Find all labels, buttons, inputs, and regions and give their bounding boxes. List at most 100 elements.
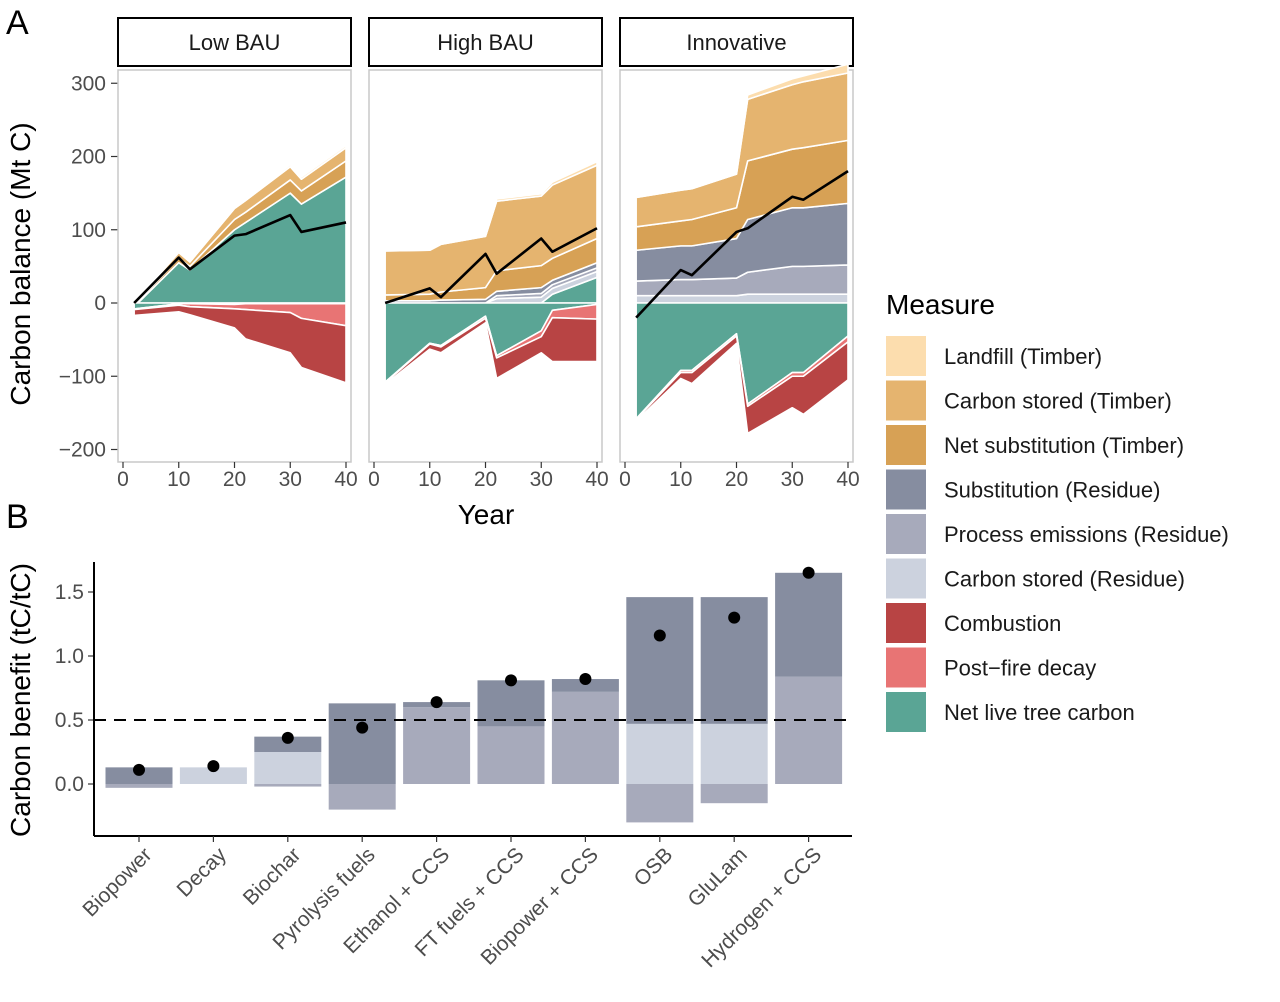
legend-swatch bbox=[886, 558, 926, 599]
facet-low-bau: Low BAU 0 10 20 30 40 bbox=[117, 17, 358, 491]
area-negative-combustion bbox=[635, 335, 849, 435]
bar-hydrogen-ccs-substitution-residue bbox=[775, 572, 843, 677]
net-point-glulam bbox=[728, 611, 741, 624]
y-tick-label: 0.0 bbox=[55, 773, 84, 796]
x-tick-label: 30 bbox=[279, 468, 302, 491]
bar-biopower-ccs-process-emissions-residue bbox=[551, 691, 619, 784]
net-point-hydrogen-ccs bbox=[802, 566, 815, 579]
legend-item-process-emissions-residue: Process emissions (Residue) bbox=[886, 514, 1229, 554]
net-point-decay bbox=[207, 760, 220, 773]
net-point-ft-fuels-ccs bbox=[505, 674, 517, 687]
net-balance-line bbox=[133, 213, 347, 304]
legend-item-net-substitution-timber: Net substitution (Timber) bbox=[886, 425, 1184, 465]
legend-item-landfill-timber: Landfill (Timber) bbox=[886, 336, 1102, 376]
x-tick-label: 40 bbox=[334, 468, 357, 491]
bar-ft-fuels-ccs-substitution-residue bbox=[477, 680, 545, 727]
x-tick-label: 0 bbox=[619, 468, 631, 491]
legend-label: Substitution (Residue) bbox=[944, 478, 1160, 503]
bar-ethanol-ccs-process-emissions-residue bbox=[403, 707, 471, 784]
area-positive-landfill-timber bbox=[133, 144, 347, 304]
legend-item-net-live-tree-carbon: Net live tree carbon bbox=[886, 692, 1135, 732]
area-positive-landfill-timber bbox=[384, 160, 598, 252]
x-tick-label: 20 bbox=[223, 468, 246, 491]
y-tick-label: 200 bbox=[71, 146, 106, 169]
net-point-pyrolysis-fuels bbox=[356, 721, 369, 734]
x-tick-label: 40 bbox=[585, 468, 608, 491]
panel-b-letter: B bbox=[6, 498, 29, 536]
bar-biochar-process-emissions-residue bbox=[254, 784, 322, 787]
legend-item-substitution-residue: Substitution (Residue) bbox=[886, 469, 1160, 510]
net-point-osb bbox=[653, 629, 666, 642]
legend-label: Landfill (Timber) bbox=[944, 344, 1102, 369]
x-tick-label: 10 bbox=[167, 468, 190, 491]
legend-swatch bbox=[886, 425, 926, 465]
legend-swatch bbox=[886, 469, 926, 510]
category-label-osb: OSB bbox=[630, 843, 678, 891]
x-tick-label: 0 bbox=[117, 468, 129, 491]
legend-item-combustion: Combustion bbox=[886, 603, 1061, 643]
category-label-decay: Decay bbox=[173, 843, 232, 902]
bar-decay-carbon-stored-residue bbox=[179, 767, 247, 784]
bar-biochar-carbon-stored-residue bbox=[254, 752, 322, 784]
legend-item-post-fire-decay: Post−fire decay bbox=[886, 647, 1096, 688]
bar-glulam-process-emissions-residue bbox=[700, 784, 768, 804]
y-tick-label: 1.0 bbox=[55, 645, 84, 668]
net-balance-line bbox=[635, 170, 849, 319]
bar-pyrolysis-fuels-process-emissions-residue bbox=[328, 784, 396, 810]
bar-osb-substitution-residue bbox=[626, 597, 694, 724]
bar-pyrolysis-fuels-substitution-residue bbox=[328, 703, 396, 784]
panel-a-letter: A bbox=[6, 4, 29, 42]
y-tick-label: −100 bbox=[59, 365, 106, 388]
x-tick-label: 10 bbox=[669, 468, 692, 491]
bar-hydrogen-ccs-process-emissions-residue bbox=[775, 676, 843, 784]
panel-a-y-ticks: 300 200 100 0 −100 −200 bbox=[59, 72, 118, 462]
category-label-biochar: Biochar bbox=[239, 843, 306, 910]
x-tick-label: 30 bbox=[530, 468, 553, 491]
facet-title: Innovative bbox=[686, 30, 786, 55]
category-label-glulam: GluLam bbox=[683, 843, 751, 911]
facet-strip bbox=[619, 17, 854, 67]
panel-a-x-axis-label: Year bbox=[458, 499, 515, 530]
legend-label: Carbon stored (Timber) bbox=[944, 389, 1172, 414]
legend-swatch bbox=[886, 692, 926, 732]
x-tick-label: 40 bbox=[836, 468, 859, 491]
legend-label: Post−fire decay bbox=[944, 656, 1096, 681]
x-tick-label: 20 bbox=[474, 468, 497, 491]
legend-label: Process emissions (Residue) bbox=[944, 522, 1229, 547]
facet-innovative: Innovative 0 10 20 30 40 bbox=[619, 17, 860, 491]
area-positive-landfill-timber bbox=[635, 63, 849, 199]
net-balance-line bbox=[384, 227, 598, 305]
y-tick-label: 0 bbox=[94, 292, 106, 315]
x-tick-label: 10 bbox=[418, 468, 441, 491]
bar-ft-fuels-ccs-process-emissions-residue bbox=[477, 726, 545, 784]
area-negative-combustion bbox=[133, 304, 347, 384]
x-tick-label: 0 bbox=[368, 468, 380, 491]
net-point-ethanol-ccs bbox=[430, 696, 443, 709]
facet-title: High BAU bbox=[437, 30, 534, 55]
legend-item-carbon-stored-residue: Carbon stored (Residue) bbox=[886, 558, 1185, 599]
panel-b-y-axis-label: Carbon benefit (tC/tC) bbox=[5, 563, 36, 837]
legend-swatch bbox=[886, 647, 926, 688]
facet-high-bau: High BAU 0 10 20 30 40 bbox=[368, 17, 609, 491]
bar-biopower-ccs-substitution-residue bbox=[551, 679, 619, 692]
bar-osb-process-emissions-residue bbox=[626, 784, 694, 823]
bar-biopower-process-emissions-residue bbox=[105, 784, 173, 788]
facet-strip bbox=[117, 17, 352, 67]
panel-a-y-axis-label: Carbon balance (Mt C) bbox=[5, 122, 36, 405]
area-negative-combustion bbox=[384, 316, 598, 386]
legend-title: Measure bbox=[886, 289, 995, 320]
y-tick-label: 300 bbox=[71, 72, 106, 95]
bar-glulam-carbon-stored-residue bbox=[700, 723, 768, 784]
legend-swatch bbox=[886, 514, 926, 554]
category-label-biopower: Biopower bbox=[78, 843, 156, 921]
y-tick-label: 1.5 bbox=[55, 581, 84, 604]
x-tick-label: 30 bbox=[781, 468, 804, 491]
legend-item-carbon-stored-timber: Carbon stored (Timber) bbox=[886, 380, 1172, 421]
legend-swatch bbox=[886, 380, 926, 421]
legend-swatch bbox=[886, 336, 926, 376]
y-tick-label: 100 bbox=[71, 219, 106, 242]
legend-swatch bbox=[886, 603, 926, 643]
net-point-biopower bbox=[133, 763, 145, 776]
